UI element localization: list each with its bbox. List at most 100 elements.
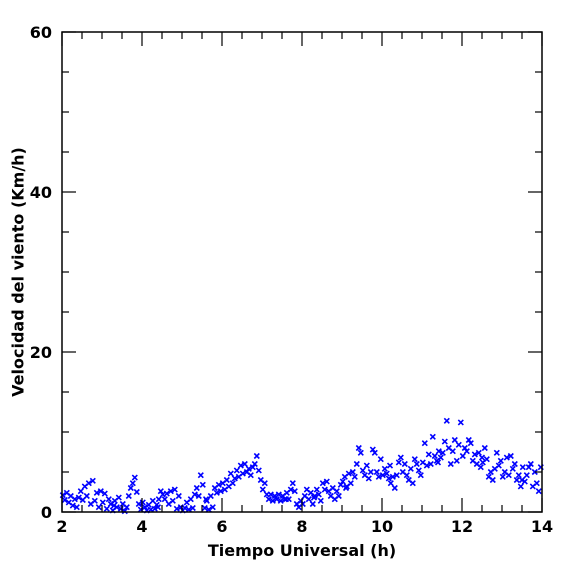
data-point	[451, 436, 458, 444]
data-point	[511, 460, 518, 468]
data-point	[277, 497, 284, 504]
data-point	[393, 472, 400, 479]
data-point	[377, 456, 384, 463]
data-point	[91, 497, 98, 504]
data-point	[253, 452, 260, 460]
data-point	[139, 499, 146, 506]
data-point	[163, 490, 170, 497]
data-point	[103, 505, 110, 512]
data-point	[342, 484, 350, 492]
data-point	[201, 504, 208, 512]
data-point	[339, 478, 346, 485]
data-point	[429, 433, 436, 440]
data-point	[349, 468, 356, 476]
data-point	[249, 464, 256, 471]
data-point	[97, 488, 104, 495]
y-tick-label: 20	[30, 343, 52, 362]
data-point	[233, 467, 240, 474]
data-point	[89, 477, 96, 484]
data-point	[403, 472, 410, 479]
data-point	[323, 478, 330, 485]
data-point	[533, 480, 540, 487]
data-point	[367, 468, 374, 476]
data-point	[507, 452, 514, 460]
data-point	[195, 492, 202, 500]
data-point	[359, 467, 366, 474]
data-point	[85, 480, 92, 487]
data-point	[83, 492, 90, 500]
data-point	[71, 496, 78, 503]
data-point	[61, 496, 68, 504]
data-point	[357, 449, 364, 456]
data-point	[69, 502, 76, 509]
data-point	[535, 488, 542, 495]
data-point	[505, 472, 512, 479]
data-point	[363, 462, 370, 469]
data-point	[449, 448, 456, 455]
data-point	[413, 460, 420, 468]
data-point	[181, 504, 188, 512]
data-point	[513, 476, 520, 484]
data-point	[247, 472, 254, 479]
data-point	[389, 473, 396, 480]
data-point	[483, 456, 490, 463]
data-point	[202, 496, 210, 503]
data-point	[425, 451, 432, 458]
data-point	[259, 486, 266, 493]
data-point	[171, 486, 178, 493]
data-point	[223, 476, 230, 484]
data-point	[397, 454, 404, 461]
data-point	[385, 475, 392, 482]
data-point	[305, 496, 312, 503]
data-point	[517, 483, 524, 490]
data-point	[167, 488, 174, 495]
data-point	[123, 504, 130, 511]
y-axis-label: Velocidad del viento (Km/h)	[9, 147, 28, 397]
data-point	[151, 505, 158, 512]
data-point	[527, 460, 534, 468]
data-point	[133, 488, 140, 496]
data-point	[337, 481, 344, 488]
data-point	[319, 480, 326, 487]
data-point	[369, 446, 376, 453]
data-point	[155, 496, 162, 503]
data-point	[447, 460, 454, 468]
x-axis-label: Tiempo Universal (h)	[208, 541, 396, 560]
data-point	[461, 444, 468, 452]
data-point	[509, 465, 516, 472]
data-point	[93, 489, 100, 496]
data-point	[478, 454, 486, 461]
data-point	[519, 464, 526, 471]
data-point	[345, 470, 352, 477]
data-point	[241, 460, 248, 468]
data-point	[497, 457, 504, 464]
data-point	[115, 494, 122, 501]
data-point	[189, 504, 196, 512]
data-point	[503, 454, 510, 461]
data-point	[434, 459, 442, 466]
data-point	[499, 473, 506, 480]
data-point	[391, 484, 398, 492]
data-point	[175, 492, 182, 500]
x-tick-label: 8	[296, 517, 307, 536]
data-point	[321, 486, 328, 493]
data-point	[411, 456, 418, 463]
data-point	[525, 464, 532, 471]
data-point	[161, 496, 168, 503]
data-point	[435, 448, 442, 455]
data-point	[493, 449, 500, 456]
data-point	[365, 475, 372, 482]
data-point	[417, 472, 424, 479]
data-point	[269, 497, 276, 504]
x-tick-label: 10	[371, 517, 393, 536]
data-point	[443, 417, 450, 424]
data-point	[310, 494, 318, 501]
data-point	[299, 500, 306, 508]
y-tick-label: 40	[30, 183, 52, 202]
data-point	[135, 500, 142, 508]
data-point	[217, 488, 224, 495]
data-point	[395, 459, 402, 466]
data-point	[471, 451, 478, 458]
data-point	[141, 504, 148, 511]
data-point	[375, 473, 382, 480]
